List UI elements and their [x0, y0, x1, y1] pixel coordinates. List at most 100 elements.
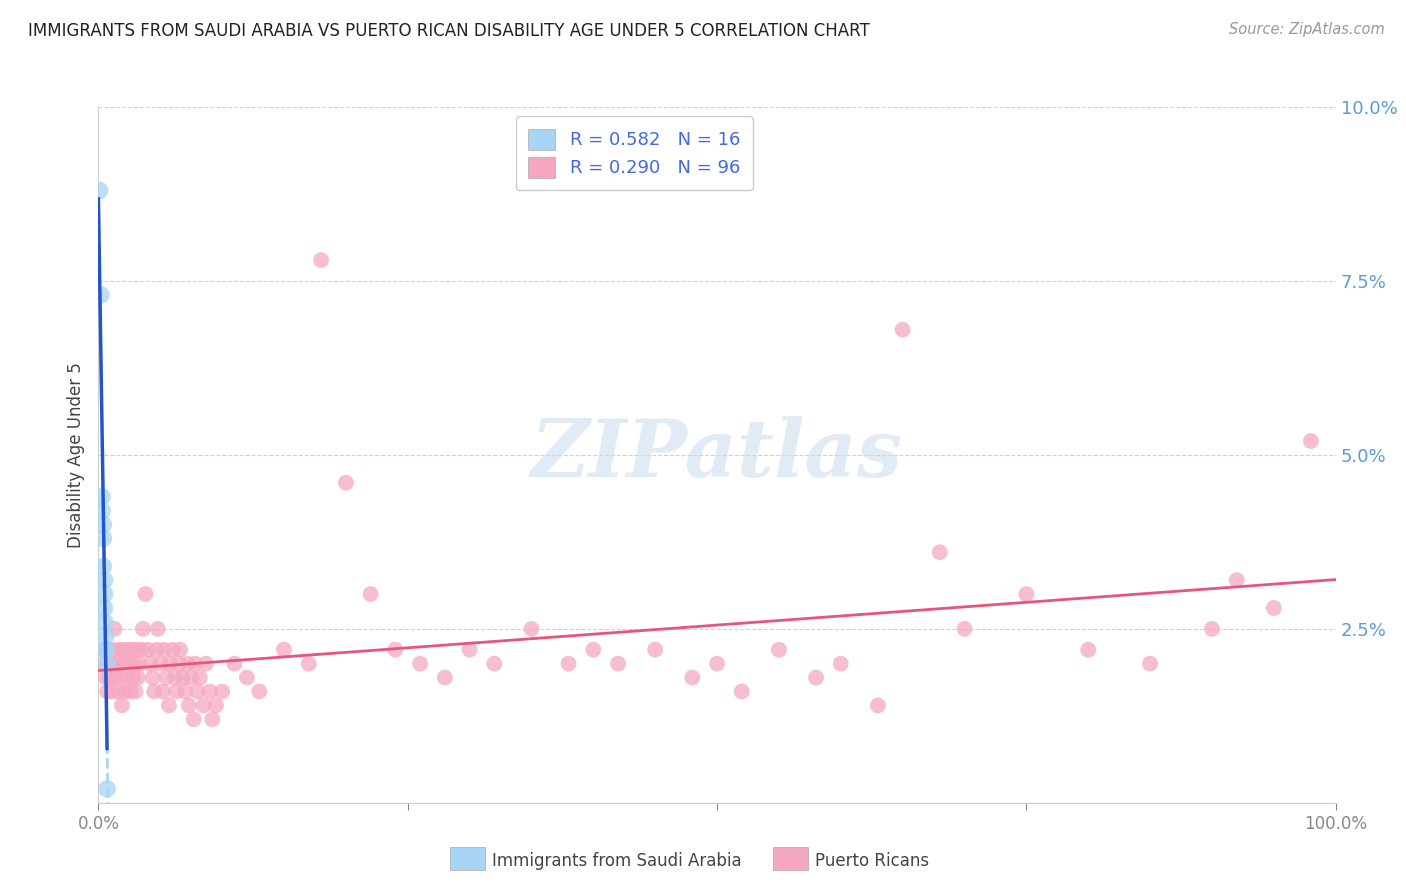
Text: Immigrants from Saudi Arabia: Immigrants from Saudi Arabia: [492, 852, 742, 870]
Point: [89, 184, 111, 198]
Point: [91, 503, 114, 517]
Text: Source: ZipAtlas.com: Source: ZipAtlas.com: [1229, 22, 1385, 37]
Point: [90, 288, 112, 302]
Point: [184, 657, 207, 671]
Point: [94, 629, 117, 643]
Point: [1201, 622, 1223, 636]
Point: [155, 671, 177, 685]
Point: [458, 642, 481, 657]
Point: [96, 684, 118, 698]
Point: [193, 698, 215, 713]
Point: [98, 671, 121, 685]
Point: [205, 698, 228, 713]
Point: [93, 657, 115, 671]
Point: [768, 642, 790, 657]
Point: [93, 559, 115, 574]
Text: IMMIGRANTS FROM SAUDI ARABIA VS PUERTO RICAN DISABILITY AGE UNDER 5 CORRELATION : IMMIGRANTS FROM SAUDI ARABIA VS PUERTO R…: [28, 22, 870, 40]
Point: [953, 622, 976, 636]
Point: [172, 671, 194, 685]
Legend: R = 0.582   N = 16, R = 0.290   N = 96: R = 0.582 N = 16, R = 0.290 N = 96: [516, 116, 754, 190]
Point: [298, 657, 321, 671]
Point: [107, 684, 129, 698]
Point: [103, 622, 125, 636]
Point: [128, 657, 150, 671]
Point: [866, 698, 889, 713]
Point: [146, 622, 169, 636]
Point: [186, 684, 208, 698]
Point: [644, 642, 666, 657]
Point: [93, 573, 115, 587]
Point: [124, 657, 146, 671]
Point: [117, 642, 139, 657]
Point: [115, 671, 138, 685]
Point: [165, 671, 187, 685]
Point: [1015, 587, 1038, 601]
Point: [211, 684, 233, 698]
Point: [127, 671, 149, 685]
Point: [94, 642, 117, 657]
Point: [582, 642, 605, 657]
Point: [169, 642, 191, 657]
Point: [1263, 601, 1285, 615]
Point: [143, 684, 166, 698]
Point: [134, 587, 156, 601]
Point: [132, 622, 155, 636]
Point: [112, 642, 135, 657]
Point: [152, 684, 174, 698]
Point: [409, 657, 432, 671]
Point: [162, 642, 184, 657]
Point: [114, 684, 136, 698]
Point: [830, 657, 852, 671]
Point: [183, 712, 205, 726]
Point: [891, 323, 914, 337]
Point: [93, 642, 115, 657]
Point: [188, 671, 211, 685]
Point: [153, 642, 176, 657]
Point: [103, 642, 125, 657]
Point: [93, 601, 115, 615]
Point: [174, 684, 197, 698]
Point: [136, 642, 159, 657]
Point: [104, 671, 127, 685]
Point: [335, 475, 357, 490]
Point: [198, 684, 221, 698]
Point: [122, 671, 145, 685]
Point: [93, 587, 115, 601]
Point: [928, 545, 950, 559]
Point: [236, 671, 259, 685]
Point: [520, 622, 543, 636]
Point: [142, 671, 165, 685]
Point: [681, 671, 703, 685]
Point: [118, 657, 141, 671]
Point: [165, 684, 187, 698]
Point: [201, 712, 224, 726]
Point: [100, 657, 122, 671]
Point: [108, 642, 131, 657]
Point: [433, 671, 456, 685]
Point: [97, 642, 120, 657]
Point: [804, 671, 827, 685]
Point: [112, 657, 135, 671]
Point: [273, 642, 295, 657]
Point: [139, 657, 162, 671]
Point: [167, 657, 190, 671]
Point: [159, 657, 181, 671]
Point: [1077, 642, 1099, 657]
Point: [557, 657, 579, 671]
Point: [309, 253, 332, 268]
Point: [706, 657, 728, 671]
Point: [96, 657, 118, 671]
Point: [1226, 573, 1249, 587]
Point: [124, 684, 146, 698]
Point: [384, 642, 406, 657]
Point: [157, 698, 180, 713]
Point: [1299, 434, 1322, 448]
Point: [105, 657, 128, 671]
Point: [131, 642, 153, 657]
Point: [247, 684, 270, 698]
Point: [1139, 657, 1161, 671]
Point: [125, 642, 148, 657]
Text: Puerto Ricans: Puerto Ricans: [815, 852, 929, 870]
Point: [731, 684, 754, 698]
Point: [360, 587, 382, 601]
